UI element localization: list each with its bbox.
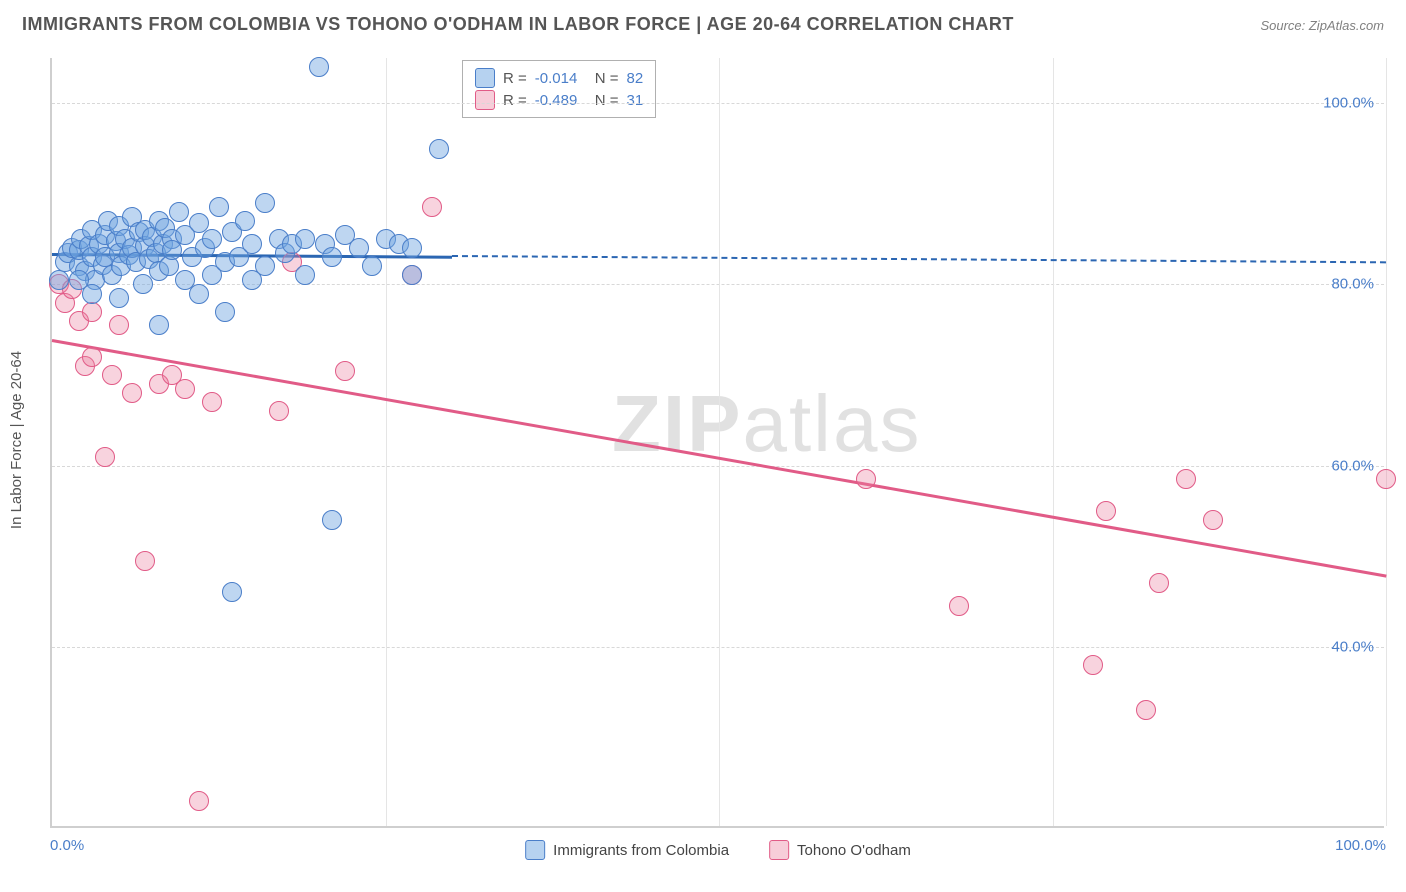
data-point-a bbox=[429, 139, 449, 159]
data-point-b bbox=[82, 347, 102, 367]
legend-label-b: Tohono O'odham bbox=[797, 842, 911, 859]
trend-line bbox=[452, 255, 1386, 263]
data-point-a bbox=[215, 302, 235, 322]
n-value-a: 82 bbox=[627, 70, 644, 87]
gridline-h bbox=[52, 466, 1384, 467]
watermark-light: atlas bbox=[742, 379, 921, 468]
gridline-v bbox=[1386, 58, 1387, 826]
data-point-b bbox=[422, 197, 442, 217]
data-point-a bbox=[402, 238, 422, 258]
data-point-b bbox=[1376, 469, 1396, 489]
data-point-a bbox=[255, 193, 275, 213]
legend-swatch-pink bbox=[769, 840, 789, 860]
data-point-a bbox=[209, 197, 229, 217]
data-point-b bbox=[122, 383, 142, 403]
data-point-b bbox=[1203, 510, 1223, 530]
data-point-a bbox=[349, 238, 369, 258]
data-point-b bbox=[1149, 573, 1169, 593]
watermark-bold: ZIP bbox=[612, 379, 742, 468]
chart-title: IMMIGRANTS FROM COLOMBIA VS TOHONO O'ODH… bbox=[22, 14, 1014, 35]
legend-series: Immigrants from Colombia Tohono O'odham bbox=[525, 828, 911, 860]
data-point-b bbox=[269, 401, 289, 421]
plot-area: ZIPatlas R = -0.014 N = 82 R = -0.489 N … bbox=[50, 58, 1384, 828]
data-point-a bbox=[242, 234, 262, 254]
r-label: R = bbox=[503, 92, 527, 109]
data-point-a bbox=[189, 284, 209, 304]
gridline-h bbox=[52, 647, 1384, 648]
data-point-a bbox=[149, 315, 169, 335]
x-tick-min: 0.0% bbox=[50, 837, 84, 854]
legend-item-b: Tohono O'odham bbox=[769, 840, 911, 860]
data-point-b bbox=[82, 302, 102, 322]
gridline-v bbox=[1053, 58, 1054, 826]
data-point-a bbox=[235, 211, 255, 231]
source-attribution: Source: ZipAtlas.com bbox=[1260, 18, 1384, 33]
y-axis-label: In Labor Force | Age 20-64 bbox=[8, 351, 25, 529]
data-point-b bbox=[949, 596, 969, 616]
gridline-v bbox=[719, 58, 720, 826]
y-tick-label: 60.0% bbox=[1331, 457, 1374, 474]
r-value-b: -0.489 bbox=[535, 92, 587, 109]
legend-stats: R = -0.014 N = 82 R = -0.489 N = 31 bbox=[462, 60, 656, 118]
data-point-b bbox=[135, 551, 155, 571]
gridline-v bbox=[386, 58, 387, 826]
data-point-b bbox=[856, 469, 876, 489]
data-point-a bbox=[309, 57, 329, 77]
gridline-h bbox=[52, 103, 1384, 104]
y-tick-label: 80.0% bbox=[1331, 276, 1374, 293]
legend-stats-row-b: R = -0.489 N = 31 bbox=[475, 89, 643, 111]
data-point-a bbox=[82, 284, 102, 304]
data-point-b bbox=[1083, 655, 1103, 675]
data-point-b bbox=[1176, 469, 1196, 489]
legend-item-a: Immigrants from Colombia bbox=[525, 840, 729, 860]
r-label: R = bbox=[503, 70, 527, 87]
legend-swatch-pink bbox=[475, 90, 495, 110]
legend-swatch-blue bbox=[525, 840, 545, 860]
data-point-b bbox=[1096, 501, 1116, 521]
data-point-a bbox=[169, 202, 189, 222]
x-tick-max: 100.0% bbox=[1335, 837, 1386, 854]
data-point-a bbox=[295, 229, 315, 249]
y-tick-label: 100.0% bbox=[1323, 95, 1374, 112]
data-point-b bbox=[109, 315, 129, 335]
data-point-a bbox=[402, 265, 422, 285]
data-point-b bbox=[102, 365, 122, 385]
data-point-a bbox=[133, 274, 153, 294]
legend-swatch-blue bbox=[475, 68, 495, 88]
data-point-b bbox=[175, 379, 195, 399]
data-point-b bbox=[189, 791, 209, 811]
data-point-a bbox=[295, 265, 315, 285]
legend-label-a: Immigrants from Colombia bbox=[553, 842, 729, 859]
data-point-a bbox=[322, 247, 342, 267]
data-point-a bbox=[49, 270, 69, 290]
watermark: ZIPatlas bbox=[612, 378, 921, 470]
data-point-b bbox=[95, 447, 115, 467]
n-label: N = bbox=[595, 70, 619, 87]
data-point-b bbox=[335, 361, 355, 381]
data-point-a bbox=[222, 582, 242, 602]
data-point-a bbox=[202, 229, 222, 249]
data-point-a bbox=[109, 288, 129, 308]
n-value-b: 31 bbox=[627, 92, 644, 109]
y-tick-label: 40.0% bbox=[1331, 638, 1374, 655]
data-point-b bbox=[202, 392, 222, 412]
n-label: N = bbox=[595, 92, 619, 109]
r-value-a: -0.014 bbox=[535, 70, 587, 87]
data-point-a bbox=[255, 256, 275, 276]
data-point-a bbox=[362, 256, 382, 276]
data-point-a bbox=[322, 510, 342, 530]
data-point-b bbox=[1136, 700, 1156, 720]
legend-stats-row-a: R = -0.014 N = 82 bbox=[475, 67, 643, 89]
